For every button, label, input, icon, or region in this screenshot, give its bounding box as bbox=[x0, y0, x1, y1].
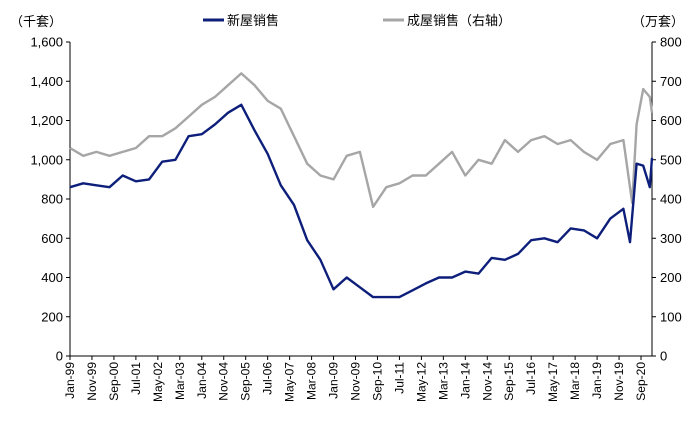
y-right-tick-label: 400 bbox=[660, 192, 682, 207]
x-tick-label: Sep-05 bbox=[239, 362, 253, 401]
y-left-tick-label: 200 bbox=[41, 309, 63, 324]
legend-label-new-home: 新屋销售 bbox=[227, 13, 279, 28]
x-tick-label: Jul-06 bbox=[261, 362, 275, 395]
y-left-tick-label: 1,600 bbox=[30, 35, 63, 50]
x-tick-label: Sep-00 bbox=[107, 362, 121, 401]
y-left-ticks: 0 200 400 600 800 1,000 1,200 1,400 1,600 bbox=[30, 35, 70, 364]
y-right-tick-label: 300 bbox=[660, 231, 682, 246]
legend: 新屋销售 成屋销售（右轴） bbox=[203, 13, 511, 28]
series-layer bbox=[69, 72, 654, 299]
x-tick-label: Jul-11 bbox=[392, 362, 406, 394]
y-right-unit: （万套） bbox=[632, 14, 684, 29]
series-line-existing-home-sales bbox=[69, 72, 654, 209]
x-tick-label: Jul-01 bbox=[129, 362, 143, 395]
x-tick-label: Mar-13 bbox=[436, 362, 450, 400]
x-tick-label: Sep-20 bbox=[634, 362, 648, 401]
y-right-tick-label: 100 bbox=[660, 309, 682, 324]
y-right-tick-label: 800 bbox=[660, 35, 682, 50]
x-tick-label: Mar-03 bbox=[173, 362, 187, 400]
y-right-tick-label: 0 bbox=[660, 349, 667, 364]
y-left-tick-label: 400 bbox=[41, 270, 63, 285]
series-line-new-home-sales bbox=[69, 103, 654, 299]
x-ticks: Jan-99 Nov-99 Sep-00 Jul-01 May-02 Mar-03 Jan-… bbox=[63, 356, 648, 402]
y-left-unit: （千套） bbox=[10, 14, 62, 29]
x-tick-label: Mar-18 bbox=[568, 362, 582, 400]
x-tick-label: Nov-14 bbox=[480, 362, 494, 401]
y-left-tick-label: 600 bbox=[41, 231, 63, 246]
x-tick-label: Sep-10 bbox=[370, 362, 384, 401]
x-tick-label: Nov-99 bbox=[85, 362, 99, 401]
y-left-tick-label: 0 bbox=[56, 349, 63, 364]
x-tick-label: Jan-99 bbox=[63, 362, 77, 399]
x-tick-label: May-12 bbox=[414, 362, 428, 402]
x-tick-label: May-02 bbox=[151, 362, 165, 402]
y-left-tick-label: 1,200 bbox=[30, 113, 63, 128]
y-right-ticks: 0 100 200 300 400 500 600 700 800 bbox=[652, 35, 682, 364]
y-left-tick-label: 1,400 bbox=[30, 74, 63, 89]
x-tick-label: Jan-04 bbox=[195, 362, 209, 399]
x-tick-label: May-17 bbox=[546, 362, 560, 402]
legend-label-existing-home: 成屋销售（右轴） bbox=[407, 13, 511, 28]
x-tick-label: Mar-08 bbox=[305, 362, 319, 400]
x-tick-label: Jul-16 bbox=[524, 362, 538, 395]
y-right-tick-label: 600 bbox=[660, 113, 682, 128]
y-right-tick-label: 200 bbox=[660, 270, 682, 285]
y-left-tick-label: 1,000 bbox=[30, 152, 63, 167]
x-tick-label: Jan-09 bbox=[327, 362, 341, 399]
y-left-tick-label: 800 bbox=[41, 192, 63, 207]
x-tick-label: May-07 bbox=[283, 362, 297, 402]
x-tick-label: Nov-04 bbox=[217, 362, 231, 401]
x-tick-label: Jan-19 bbox=[590, 362, 604, 399]
y-right-tick-label: 700 bbox=[660, 74, 682, 89]
y-right-tick-label: 500 bbox=[660, 152, 682, 167]
x-tick-label: Nov-09 bbox=[349, 362, 363, 401]
x-tick-label: Sep-15 bbox=[502, 362, 516, 401]
x-tick-label: Jan-14 bbox=[458, 362, 472, 399]
x-tick-label: Nov-19 bbox=[612, 362, 626, 401]
